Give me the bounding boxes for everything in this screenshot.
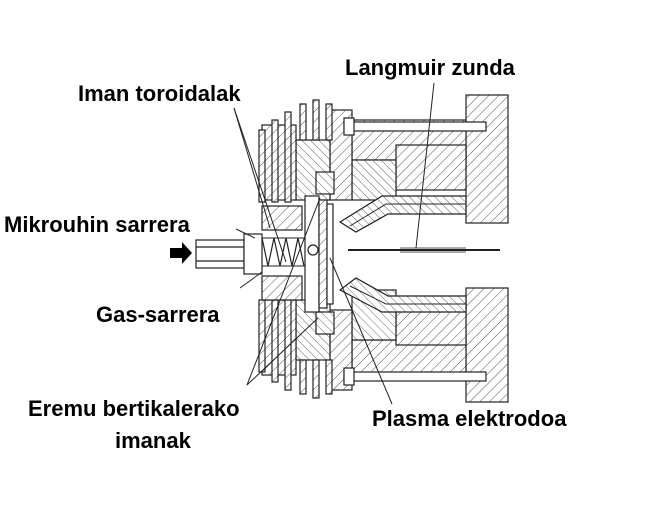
gas-orifice <box>307 244 319 256</box>
label-vertical-field-magnets-line1: Eremu bertikalerako <box>28 396 240 421</box>
label-microwave-inlet: Mikrouhin sarrera <box>4 212 190 237</box>
tube-top <box>343 121 487 132</box>
label-plasma-electrode: Plasma elektrodoa <box>372 406 567 431</box>
tube-bottom <box>343 371 487 382</box>
microwave-inlet-tube <box>195 239 245 269</box>
label-toroidal-magnets: Iman toroidalak <box>78 81 241 106</box>
fin-bottom-1 <box>258 299 266 373</box>
label-gas-inlet: Gas-sarrera <box>96 302 220 327</box>
label-langmuir-probe: Langmuir zunda <box>345 55 515 80</box>
right-flange-top <box>465 94 509 224</box>
fin-bottom-6 <box>325 359 333 395</box>
fin-top-6 <box>325 103 333 141</box>
label-vertical-field-magnets-line2: imanak <box>115 428 191 453</box>
right-flange-bottom <box>465 287 509 403</box>
fin-top-4 <box>299 103 307 141</box>
fin-bottom-5 <box>312 359 320 399</box>
vertical-magnet-top <box>315 171 335 195</box>
fin-top-3 <box>284 111 292 203</box>
fin-top-2 <box>271 119 279 203</box>
fin-top-5 <box>312 99 320 141</box>
vertical-magnet-bottom <box>315 311 335 335</box>
fin-bottom-4 <box>299 359 307 395</box>
inlet-arrow <box>170 242 192 264</box>
plasma-cone-top <box>338 195 467 233</box>
inner-block-top <box>351 159 397 201</box>
inner-ring-top <box>395 144 467 191</box>
